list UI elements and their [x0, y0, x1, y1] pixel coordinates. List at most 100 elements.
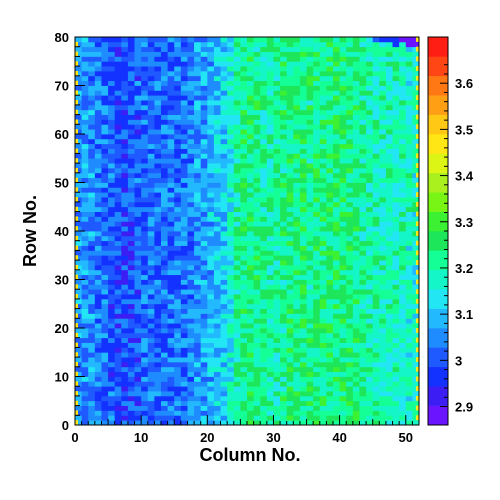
heatmap-cell [412, 332, 420, 339]
heatmap-cell [167, 328, 175, 334]
heatmap-cell [187, 41, 195, 48]
heatmap-cell [240, 323, 248, 329]
heatmap-cell [379, 410, 387, 416]
heatmap-cell [233, 163, 241, 169]
heatmap-cell [352, 138, 360, 145]
heatmap-cell [141, 405, 149, 411]
heatmap-cell [75, 177, 83, 183]
heatmap-cell [75, 148, 83, 154]
heatmap-cell [392, 279, 400, 285]
heatmap-cell [260, 386, 268, 392]
heatmap-cell [121, 420, 129, 426]
heatmap-cell [266, 376, 274, 382]
heatmap-cell [161, 66, 169, 72]
heatmap-edge-cell [75, 138, 78, 144]
colorbar-segment [428, 328, 448, 348]
heatmap-cell [207, 206, 215, 212]
heatmap-cell [227, 51, 235, 57]
heatmap-cell [247, 381, 255, 387]
heatmap-cell [392, 264, 400, 271]
heatmap-cell [293, 328, 301, 334]
heatmap-cell [127, 386, 135, 392]
heatmap-cell [180, 420, 188, 426]
heatmap-cell [253, 129, 261, 135]
heatmap-cell [260, 216, 268, 222]
heatmap-cell [346, 405, 354, 411]
heatmap-cell [141, 231, 149, 237]
heatmap-cell [313, 197, 321, 203]
heatmap-cell [392, 303, 400, 309]
heatmap-cell [352, 61, 360, 67]
heatmap-cell [227, 167, 235, 174]
heatmap-cell [280, 56, 288, 62]
heatmap-cell [405, 405, 413, 411]
heatmap-cell [81, 148, 89, 154]
heatmap-cell [114, 395, 122, 402]
heatmap-cell [299, 366, 307, 373]
heatmap-cell [134, 395, 142, 402]
heatmap-cell [299, 138, 307, 145]
heatmap-cell [313, 37, 321, 43]
heatmap-cell [94, 109, 102, 115]
heatmap-cell [405, 119, 413, 125]
heatmap-cell [326, 381, 334, 387]
heatmap-cell [313, 240, 321, 246]
heatmap-cell [247, 37, 255, 43]
heatmap-cell [187, 323, 195, 329]
heatmap-cell [81, 61, 89, 67]
heatmap-cell [352, 197, 360, 203]
heatmap-cell [359, 182, 367, 188]
heatmap-cell [333, 143, 341, 149]
heatmap-cell [247, 56, 255, 62]
heatmap-cell [273, 289, 281, 295]
heatmap-cell [399, 90, 407, 96]
heatmap-cell [379, 114, 387, 120]
heatmap-cell [167, 410, 175, 416]
heatmap-cell [392, 294, 400, 300]
heatmap-cell [366, 66, 374, 72]
heatmap-cell [247, 167, 255, 174]
heatmap-cell [379, 182, 387, 188]
heatmap-cell [75, 303, 83, 309]
heatmap-cell [286, 153, 294, 159]
heatmap-cell [81, 264, 89, 271]
heatmap-cell [213, 119, 221, 125]
heatmap-cell [127, 260, 135, 266]
heatmap-cell [326, 177, 334, 183]
heatmap-cell [352, 51, 360, 57]
heatmap-cell [399, 95, 407, 101]
heatmap-cell [299, 245, 307, 251]
heatmap-cell [141, 85, 149, 91]
heatmap-cell [187, 245, 195, 251]
heatmap-cell [280, 391, 288, 397]
heatmap-cell [94, 100, 102, 106]
heatmap-edge-cell [416, 240, 419, 246]
heatmap-cell [273, 75, 281, 82]
heatmap-cell [385, 95, 393, 101]
heatmap-edge-cell [75, 245, 78, 251]
heatmap-cell [313, 216, 321, 222]
heatmap-cell [114, 250, 122, 256]
heatmap-cell [240, 415, 248, 421]
heatmap-cell [207, 148, 215, 154]
heatmap-cell [286, 323, 294, 329]
heatmap-cell [167, 260, 175, 266]
heatmap-cell [134, 95, 142, 101]
heatmap-cell [392, 410, 400, 416]
heatmap-cell [134, 153, 142, 159]
heatmap-cell [108, 289, 116, 295]
heatmap-cell [187, 371, 195, 377]
heatmap-cell [174, 221, 182, 227]
heatmap-cell [260, 269, 268, 276]
heatmap-cell [372, 386, 380, 392]
heatmap-cell [313, 134, 321, 140]
heatmap-cell [180, 216, 188, 222]
heatmap-cell [247, 308, 255, 314]
heatmap-cell [88, 138, 96, 145]
heatmap-cell [127, 41, 135, 48]
heatmap-cell [81, 221, 89, 227]
heatmap-cell [273, 303, 281, 309]
heatmap-cell [385, 420, 393, 426]
heatmap-cell [240, 119, 248, 125]
heatmap-cell [134, 342, 142, 348]
